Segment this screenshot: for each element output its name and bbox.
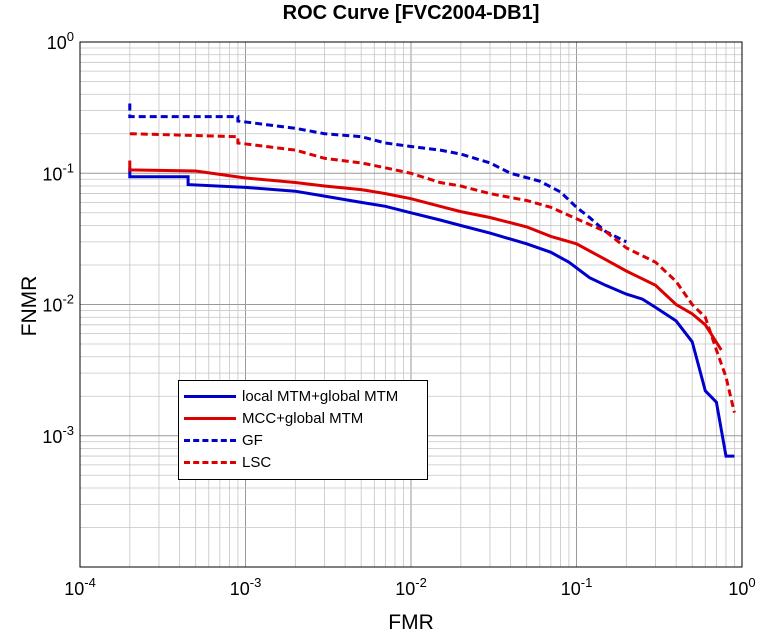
chart-title: ROC Curve [FVC2004-DB1] (282, 2, 540, 24)
x-tick-label: 10-3 (230, 575, 262, 599)
x-tick-label: 10-4 (64, 575, 96, 599)
legend-label: LSC (242, 453, 272, 471)
legend-label: local MTM+global MTM (242, 387, 399, 405)
legend-item: MCC+global MTM (179, 407, 427, 429)
legend-label: MCC+global MTM (242, 409, 364, 427)
y-tick-label: 10-3 (42, 423, 74, 447)
legend-swatch (184, 460, 236, 464)
legend-item: LSC (179, 451, 427, 473)
legend-label: GF (242, 431, 263, 449)
series-line (129, 132, 736, 413)
y-tick-label: 10-1 (42, 160, 74, 184)
x-tick-label: 10-1 (561, 575, 593, 599)
legend-swatch (184, 438, 236, 442)
y-axis-label: FNMR (18, 275, 41, 337)
legend: local MTM+global MTM MCC+global MTM GF L… (178, 380, 428, 480)
series-line (128, 167, 735, 458)
x-tick-label: 10-2 (395, 575, 427, 599)
series-line (128, 160, 723, 351)
legend-item: local MTM+global MTM (179, 385, 427, 407)
legend-swatch (184, 394, 236, 398)
y-tick-label: 100 (47, 29, 74, 53)
x-tick-label: 100 (728, 575, 755, 599)
y-tick-label: 10-2 (42, 292, 74, 316)
legend-swatch (184, 416, 236, 420)
plot-frame (79, 41, 743, 568)
x-axis-label: FMR (388, 611, 434, 634)
legend-item: GF (179, 429, 427, 451)
series-line (128, 103, 627, 244)
